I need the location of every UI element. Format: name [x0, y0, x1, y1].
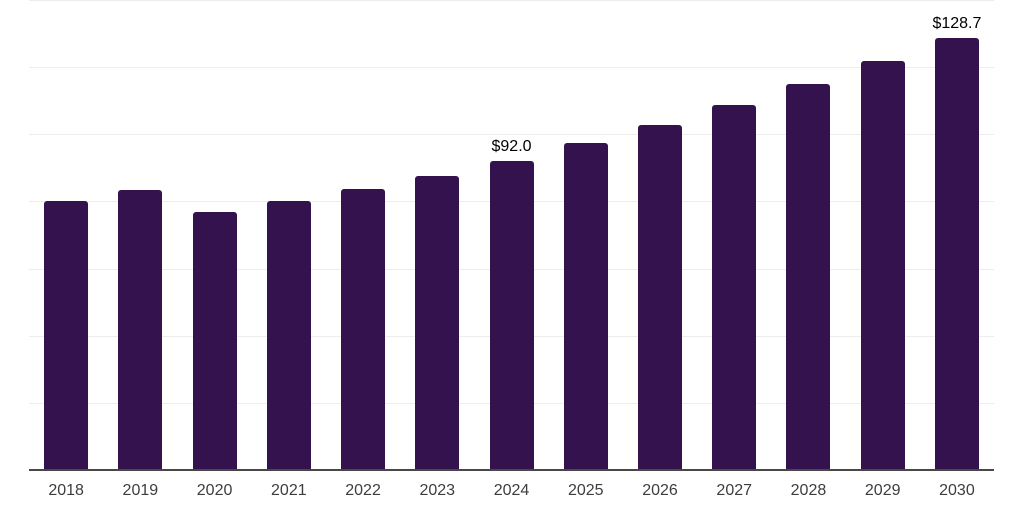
bar-value-label-2030: $128.7: [932, 14, 982, 32]
bar-2025: [563, 143, 608, 470]
x-tick-2029: 2029: [864, 482, 901, 499]
bar-2019: [118, 189, 163, 470]
bar-value-label-2024: $92.0: [491, 138, 532, 156]
bar-2027: [712, 104, 757, 470]
bar-slot-2019: [103, 0, 177, 470]
bar-2021: [266, 201, 311, 470]
x-tick-2028: 2028: [790, 482, 827, 499]
gridline-100: [29, 134, 994, 136]
bar-2018: [44, 201, 89, 470]
bar-slot-2024: $92.0: [474, 0, 548, 470]
bar-slot-2026: [623, 0, 697, 470]
bar-2030: [934, 37, 979, 470]
bar-slot-2023: [400, 0, 474, 470]
x-tick-2024: 2024: [493, 482, 530, 499]
gridline-140: [29, 0, 994, 1]
bars-row: $92.0 $128.7: [29, 0, 994, 470]
x-tick-2019: 2019: [122, 482, 159, 499]
x-tick-2027: 2027: [716, 482, 753, 499]
x-tick-2020: 2020: [196, 482, 233, 499]
bar-2028: [786, 83, 831, 470]
bar-slot-2025: [549, 0, 623, 470]
x-tick-2026: 2026: [642, 482, 678, 499]
bar-slot-2020: [177, 0, 251, 470]
bar-slot-2018: [29, 0, 103, 470]
gridline-120: [29, 67, 994, 69]
bar-slot-2030: $128.7: [920, 0, 994, 470]
bar-slot-2021: [252, 0, 326, 470]
bar-2026: [637, 124, 682, 470]
x-tick-2025: 2025: [567, 482, 604, 499]
x-tick-2030: 2030: [939, 482, 975, 499]
plot-area: $92.0 $128.7: [29, 0, 994, 471]
x-tick-2021: 2021: [271, 482, 307, 499]
x-axis-labels: 2018 2019 2020 2021 2022 2023 2024 2025 2026 2027…: [29, 482, 994, 500]
bar-slot-2029: [846, 0, 920, 470]
x-axis-line: [29, 469, 994, 471]
bar-2020: [192, 211, 237, 470]
bar-2024: [489, 161, 534, 470]
bar-2022: [341, 188, 386, 470]
bar-2029: [860, 61, 905, 470]
bar-slot-2022: [326, 0, 400, 470]
x-tick-2018: 2018: [48, 482, 84, 499]
bar-2023: [415, 175, 460, 470]
x-tick-2022: 2022: [345, 482, 381, 499]
x-tick-2023: 2023: [419, 482, 456, 499]
bar-slot-2027: [697, 0, 771, 470]
bar-slot-2028: [771, 0, 845, 470]
